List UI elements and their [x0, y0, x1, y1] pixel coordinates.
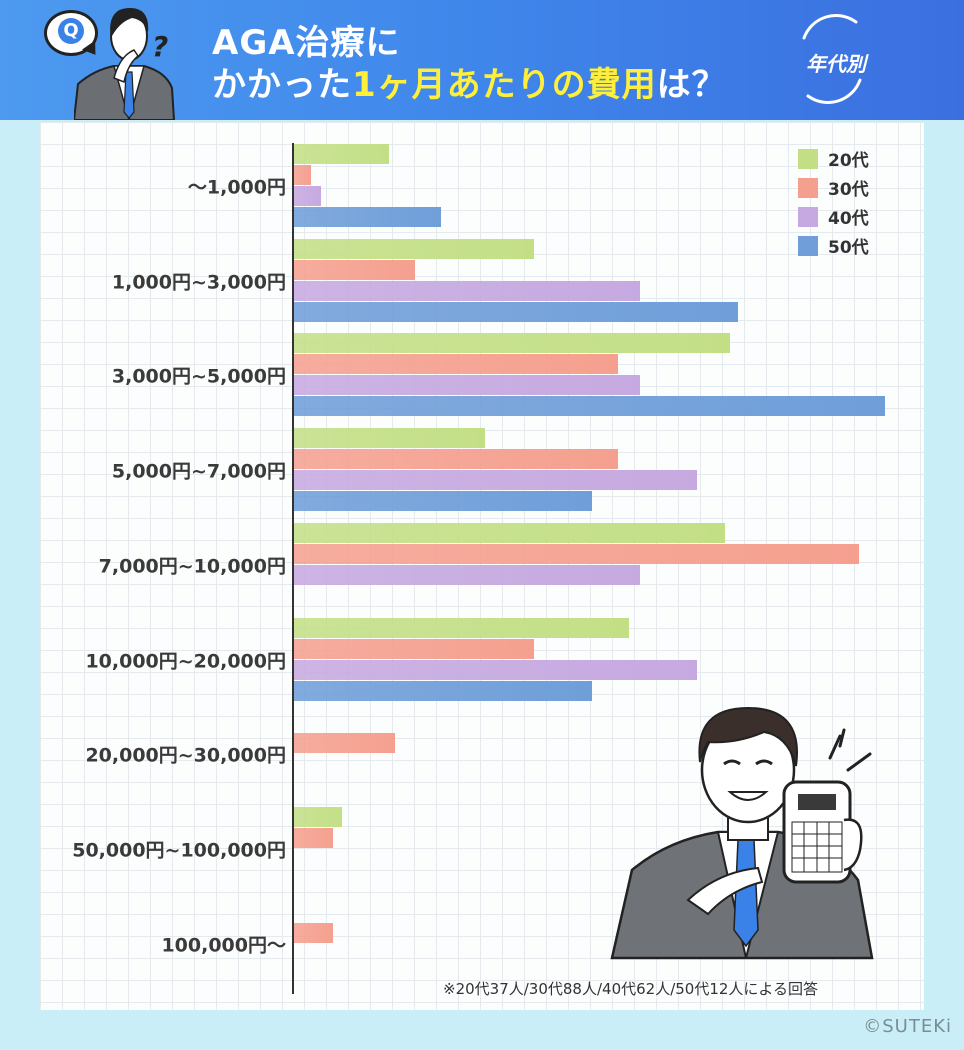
bar: [294, 396, 886, 417]
bar: [294, 186, 322, 206]
bar: [294, 333, 731, 354]
bar: [294, 207, 442, 227]
y-axis-line: [292, 143, 294, 994]
badge-ring-icon: [802, 14, 862, 104]
chart-legend: 20代 30代 40代 50代: [798, 144, 869, 260]
bar: [294, 827, 334, 848]
respondent-note: ※20代37人/30代88人/40代62人/50代12人による回答: [443, 980, 818, 998]
bar: [294, 144, 390, 164]
bar: [294, 470, 697, 491]
legend-label: 40代: [828, 209, 869, 229]
bar: [294, 564, 641, 585]
bar: [294, 543, 859, 564]
legend-item: 20代: [798, 144, 869, 173]
legend-item: 40代: [798, 202, 869, 231]
question-bubble-icon: Q: [44, 10, 98, 56]
era-badge: 年代別: [790, 10, 874, 104]
title-highlight: 1ヶ月あたりの費用: [352, 65, 657, 105]
bar: [294, 617, 630, 638]
era-badge-label: 年代別: [806, 52, 866, 76]
bar: [294, 806, 343, 827]
thinking-man-illustration: [74, 8, 176, 120]
bar: [294, 428, 486, 449]
bar: [294, 238, 535, 259]
bar: [294, 449, 618, 470]
legend-label: 50代: [828, 238, 869, 258]
legend-label: 20代: [828, 151, 869, 171]
legend-swatch: [798, 235, 818, 256]
q-badge: Q: [58, 18, 84, 44]
title-line-1: AGA治療に: [212, 23, 401, 63]
bar: [294, 659, 697, 680]
bar: [294, 922, 334, 943]
category-label: 1,000円~3,000円: [111, 271, 286, 294]
bar: [294, 733, 395, 754]
bar: [294, 522, 726, 543]
bar: [294, 165, 311, 185]
copyright: ©SUTEKi: [863, 1016, 952, 1037]
category-label: 5,000円~7,000円: [111, 460, 286, 483]
legend-swatch: [798, 206, 818, 227]
header-banner: Q ? AGA治療に かかった1ヶ月あたりの費用は？ 年代別: [0, 0, 964, 120]
bar: [294, 301, 739, 322]
bar: [294, 280, 641, 301]
legend-swatch: [798, 177, 818, 198]
bar: [294, 491, 593, 512]
legend-swatch: [798, 148, 818, 169]
category-label: 50,000円~100,000円: [72, 839, 286, 862]
legend-label: 30代: [828, 180, 869, 200]
businessman-calculator-illustration: [610, 706, 874, 960]
question-mark-icon: ?: [152, 30, 169, 63]
category-label: 10,000円~20,000円: [85, 650, 286, 672]
title-line-2-post: は？: [656, 65, 727, 105]
bar: [294, 375, 641, 396]
title-line-2-pre: かかった: [212, 65, 352, 105]
category-label: 7,000円~10,000円: [98, 555, 286, 578]
page-title: AGA治療に かかった1ヶ月あたりの費用は？: [212, 22, 727, 106]
category-label: 3,000円~5,000円: [111, 365, 286, 388]
category-label: 〜1,000円: [187, 176, 286, 199]
bar: [294, 259, 415, 280]
category-label: 100,000円〜: [161, 934, 286, 957]
title-line-2: かかった1ヶ月あたりの費用は？: [212, 64, 727, 106]
bar: [294, 638, 535, 659]
legend-item: 30代: [798, 173, 869, 202]
bar: [294, 354, 618, 375]
legend-item: 50代: [798, 231, 869, 260]
category-label: 20,000円~30,000円: [85, 744, 286, 767]
bar: [294, 680, 593, 701]
